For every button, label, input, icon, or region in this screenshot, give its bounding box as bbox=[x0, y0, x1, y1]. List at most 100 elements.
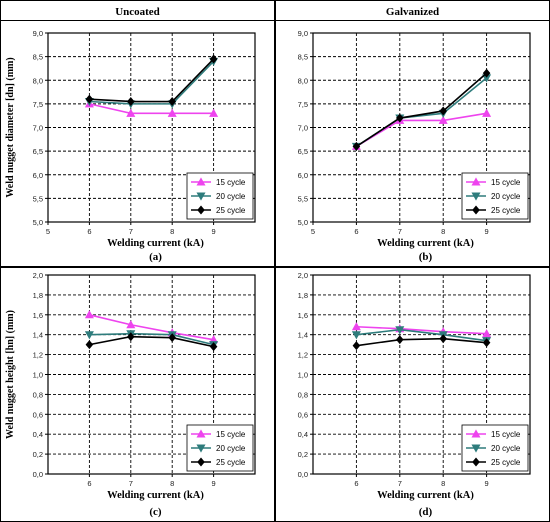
y-tick-label: 1,0 bbox=[33, 371, 43, 380]
data-point-15-cycle bbox=[126, 320, 136, 329]
legend: 15 cycle 20 cycle 25 cycle bbox=[461, 172, 529, 220]
y-tick-label: 7,0 bbox=[33, 124, 43, 133]
legend-swatch-marker bbox=[197, 457, 205, 467]
y-axis-title: Weld nugget height [hn] (mm) bbox=[5, 310, 16, 439]
data-point-25-cycle bbox=[209, 54, 218, 64]
legend-label: 25 cycle bbox=[491, 458, 521, 467]
series-line-15-cycle bbox=[355, 112, 487, 148]
y-tick-label: 7,0 bbox=[298, 124, 308, 133]
y-tick-label: 1,2 bbox=[33, 351, 43, 360]
x-tick-label: 7 bbox=[129, 227, 133, 236]
y-tick-label: 7,5 bbox=[298, 100, 308, 109]
y-tick-label: 0,6 bbox=[33, 410, 43, 419]
legend-label: 25 cycle bbox=[216, 206, 246, 215]
y-tick-label: 5,5 bbox=[33, 194, 43, 203]
y-tick-label: 6,5 bbox=[298, 147, 308, 156]
series-line-20-cycle bbox=[89, 60, 215, 105]
legend-swatch-marker bbox=[196, 177, 206, 186]
y-tick-label: 0,0 bbox=[298, 470, 308, 479]
data-point-25-cycle bbox=[127, 97, 135, 106]
legend-label: 20 cycle bbox=[216, 444, 246, 453]
legend-swatch-marker bbox=[471, 444, 481, 453]
series-line-20-cycle bbox=[89, 332, 214, 346]
y-tick-label: 1,2 bbox=[298, 351, 308, 360]
y-tick-label: 0,2 bbox=[33, 450, 43, 459]
legend-label: 20 cycle bbox=[491, 192, 521, 201]
column-title: Uncoated bbox=[115, 6, 160, 18]
data-point-25-cycle bbox=[396, 335, 404, 345]
x-tick-label: 8 bbox=[170, 227, 174, 236]
y-tick-label: 1,0 bbox=[298, 371, 308, 380]
data-point-20-cycle bbox=[395, 326, 405, 335]
x-tick-label: 7 bbox=[129, 479, 133, 488]
x-tick-label: 6 bbox=[354, 227, 358, 236]
x-axis-title: Welding current (kA) bbox=[107, 238, 204, 249]
data-point-25-cycle bbox=[85, 94, 94, 104]
legend-swatch-marker bbox=[472, 205, 480, 215]
y-tick-label: 1,6 bbox=[298, 311, 308, 320]
data-point-15-cycle bbox=[209, 108, 219, 117]
legend-label: 25 cycle bbox=[216, 458, 246, 467]
y-tick-label: 8,0 bbox=[298, 76, 308, 85]
series-line-25-cycle bbox=[356, 337, 487, 347]
data-point-25-cycle bbox=[209, 342, 218, 352]
data-point-15-cycle bbox=[482, 108, 492, 117]
data-point-25-cycle bbox=[482, 338, 491, 348]
column-title: Galvanized bbox=[386, 6, 439, 18]
legend-label: 20 cycle bbox=[491, 444, 521, 453]
y-tick-label: 1,8 bbox=[33, 291, 43, 300]
y-tick-label: 1,4 bbox=[298, 331, 308, 340]
y-axis-title: Weld nugget diameter [dn] (mm) bbox=[5, 57, 16, 197]
x-tick-label: 7 bbox=[398, 479, 402, 488]
series-line-15-cycle bbox=[356, 325, 487, 335]
series-line-25-cycle bbox=[89, 58, 215, 103]
chart-panel-b: Galvanized 5,0 5,5 6,0 6,5 7,0 7,5 8,0 8,5 9,0 5 6 7… bbox=[275, 0, 550, 267]
legend-label: 15 cycle bbox=[491, 430, 521, 439]
data-point-15-cycle bbox=[482, 329, 492, 338]
series-line-25-cycle bbox=[89, 335, 214, 348]
chart-panel-d: 0,0 0,2 0,4 0,6 0,8 1,0 1,2 1,4 1,6 1,8 2,0 6 7 8 9 Wel… bbox=[275, 267, 550, 522]
panel-label: (c) bbox=[149, 506, 162, 518]
x-tick-label: 9 bbox=[485, 479, 489, 488]
data-point-25-cycle bbox=[168, 333, 176, 343]
x-tick-label: 8 bbox=[441, 227, 445, 236]
data-point-25-cycle bbox=[168, 97, 176, 106]
data-point-25-cycle bbox=[439, 106, 447, 116]
series-line-15-cycle bbox=[89, 314, 214, 341]
y-tick-label: 1,6 bbox=[33, 311, 43, 320]
legend: 15 cycle 20 cycle 25 cycle bbox=[461, 424, 529, 472]
y-tick-label: 6,0 bbox=[33, 171, 43, 180]
chart-panel-a: Uncoated 5,0 5,5 6,0 6,5 7,0 7,5 8,0 8,5 9,0 5 6 7 8 9… bbox=[0, 0, 275, 267]
data-point-20-cycle bbox=[351, 331, 361, 340]
data-point-15-cycle bbox=[167, 108, 177, 117]
data-point-20-cycle bbox=[84, 331, 94, 340]
series-line-20-cycle bbox=[356, 328, 487, 342]
y-tick-label: 7,5 bbox=[33, 100, 43, 109]
data-point-25-cycle bbox=[127, 332, 135, 342]
panel-label: (d) bbox=[419, 506, 433, 518]
legend-swatch-marker bbox=[196, 429, 206, 438]
x-tick-label: 5 bbox=[46, 227, 50, 236]
x-tick-label: 6 bbox=[87, 227, 91, 236]
y-tick-label: 6,0 bbox=[298, 171, 308, 180]
y-tick-label: 9,0 bbox=[298, 29, 308, 38]
x-tick-label: 8 bbox=[170, 479, 174, 488]
x-tick-label: 6 bbox=[354, 479, 358, 488]
data-point-25-cycle bbox=[352, 141, 361, 151]
data-point-25-cycle bbox=[352, 341, 361, 351]
legend-swatch-marker bbox=[197, 205, 205, 215]
y-tick-label: 6,5 bbox=[33, 147, 43, 156]
legend-swatch-marker bbox=[471, 192, 481, 201]
data-point-15-cycle bbox=[351, 322, 361, 331]
data-point-25-cycle bbox=[85, 340, 94, 350]
y-tick-label: 2,0 bbox=[33, 271, 43, 280]
x-axis-title: Welding current (kA) bbox=[377, 490, 474, 501]
data-point-15-cycle bbox=[438, 115, 448, 124]
data-point-15-cycle bbox=[126, 108, 136, 117]
y-tick-label: 1,8 bbox=[298, 291, 308, 300]
data-point-15-cycle bbox=[84, 310, 94, 319]
y-tick-label: 0,6 bbox=[298, 410, 308, 419]
data-point-25-cycle bbox=[439, 334, 447, 344]
legend-label: 15 cycle bbox=[216, 178, 246, 187]
